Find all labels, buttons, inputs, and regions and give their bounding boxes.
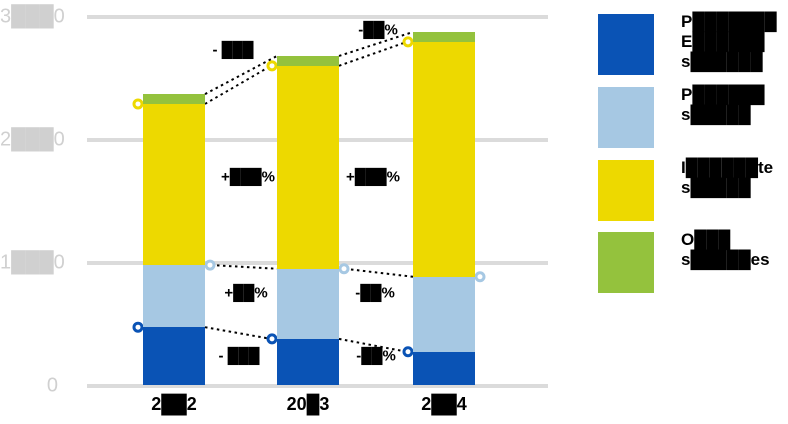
bar-20x3-segment-green: [277, 55, 339, 66]
bar-20x3-segment-yellow: [277, 65, 339, 269]
bar-2xx4-segment-yellow: [413, 41, 475, 277]
marker-yellow-boundary: [266, 60, 278, 72]
bar-2xx2-segment-green: [143, 94, 205, 104]
legend-swatch-yellow: [598, 160, 654, 221]
y-axis-label: 2███0: [0, 128, 65, 151]
bar-20x3-segment-dark_blue: [277, 338, 339, 385]
annotation-green-change: -██%: [358, 21, 398, 39]
marker-lightblue-boundary: [204, 259, 216, 271]
legend-label-line: P██████: [681, 85, 765, 104]
annotation-light_blue-change: +██%: [224, 284, 268, 302]
legend-label-line: s█████: [681, 178, 751, 197]
connector-green-top: [338, 31, 414, 57]
connector-green-top: [204, 55, 278, 95]
legend-label-line: P███████: [681, 12, 777, 31]
x-axis-label-year: 2██4: [421, 394, 467, 414]
legend-label: I██████te s█████: [681, 158, 773, 198]
x-axis-label-year: 20█3: [286, 394, 330, 414]
y-axis-label: 0: [46, 374, 58, 397]
marker-yellow-boundary: [402, 36, 414, 48]
marker-darkblue-boundary: [402, 346, 414, 358]
connector-yellow-top: [338, 40, 408, 67]
connector-yellow-top: [204, 64, 272, 105]
annotation-dark_blue-change: - ███: [218, 347, 260, 365]
bar-2xx4-segment-dark_blue: [413, 351, 475, 385]
y-axis-label: 3███0: [0, 5, 65, 28]
legend-label: O███ s█████es: [681, 230, 770, 270]
annotation-green-change: - ███: [212, 41, 254, 59]
legend-label-line: E██████: [681, 32, 765, 51]
bar-2xx2-segment-yellow: [143, 103, 205, 266]
annotation-light_blue-change: -██%: [355, 284, 395, 302]
connector-lightblue-top: [210, 264, 278, 270]
x-axis-label-year: 2██2: [151, 394, 197, 414]
legend-swatch-dark_blue: [598, 14, 654, 75]
marker-darkblue-boundary: [266, 333, 278, 345]
legend-label-line: I██████te: [681, 158, 774, 177]
bar-2xx2-segment-dark_blue: [143, 327, 205, 385]
annotation-yellow-change: +███%: [221, 168, 275, 186]
marker-lightblue-boundary: [338, 263, 350, 275]
legend-swatch-green: [598, 232, 654, 293]
legend-label-line: s█████: [681, 105, 751, 124]
legend-label-line: s██████: [681, 52, 763, 71]
marker-darkblue-boundary: [132, 321, 144, 333]
legend-label-line: O███: [681, 230, 731, 249]
bar-2xx4-segment-green: [413, 31, 475, 42]
legend-label-line: s█████es: [681, 250, 770, 269]
y-axis-label: 1███0: [0, 251, 65, 274]
connector-lightblue-top: [344, 267, 414, 278]
bar-2xx2-segment-light_blue: [143, 265, 205, 328]
legend-label: P███████ E██████ s██████: [681, 12, 777, 72]
annotation-dark_blue-change: -██%: [356, 347, 396, 365]
marker-yellow-boundary: [132, 98, 144, 110]
annotation-yellow-change: +███%: [346, 168, 400, 186]
legend-label: P██████ s█████: [681, 85, 765, 125]
bar-20x3-segment-light_blue: [277, 268, 339, 339]
legend-swatch-light_blue: [598, 87, 654, 148]
bar-2xx4-segment-light_blue: [413, 276, 475, 352]
marker-lightblue-boundary: [474, 271, 486, 283]
connector-darkblue-top: [204, 326, 272, 340]
